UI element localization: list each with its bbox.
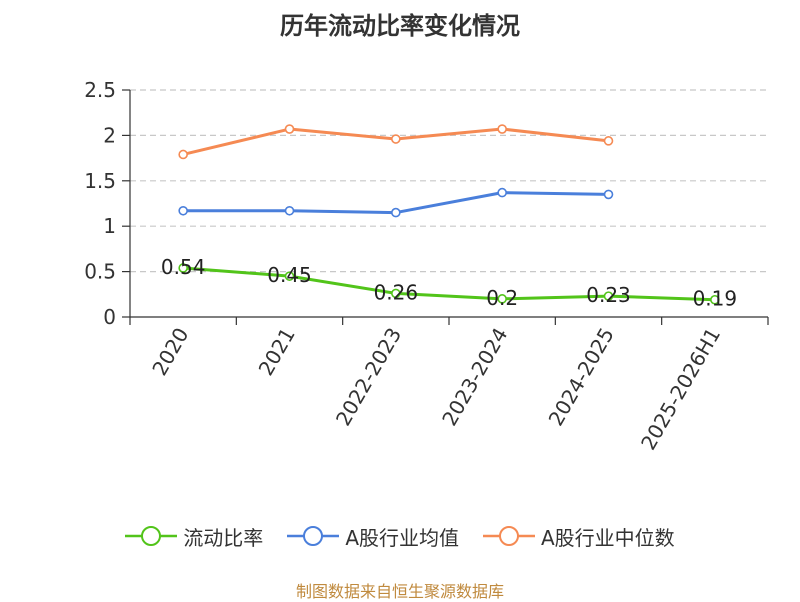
series-line [183,266,715,302]
data-point [497,187,507,198]
legend-label: A股行业均值 [345,525,459,550]
data-label: 0.2 [486,286,518,310]
data-point [603,189,614,200]
legend-marker-icon [483,526,535,546]
data-point [178,205,188,216]
data-point [178,149,188,160]
y-tick-label: 0.5 [84,260,116,284]
data-point [391,207,401,218]
data-point [391,134,401,144]
y-tick-label: 1 [103,214,116,238]
legend-item[interactable]: 流动比率 [125,522,263,551]
x-tick-label: 2021 [254,324,300,380]
data-label: 0.45 [267,263,312,287]
data-label: 0.54 [161,255,206,279]
data-point [284,205,295,216]
y-tick-label: 1.5 [84,169,116,193]
data-point [710,294,720,305]
legend-marker-icon [125,526,178,546]
y-tick-label: 0 [103,305,116,329]
data-point [497,294,507,304]
series-layer [178,124,720,305]
data-labels: 0.54 0.45 0.26 0.2 0.23 0.19 [161,255,737,311]
x-tick-label: 2020 [147,324,193,380]
x-tick-label: 2024-2025 [544,324,619,430]
legend-circle [303,526,324,546]
x-tick-label: 2022-2023 [331,324,406,430]
data-point [284,271,295,281]
data-point [603,291,614,301]
data-point [284,124,295,134]
legend-label: 流动比率 [183,525,264,550]
legend-item[interactable]: A股行业均值 [287,522,459,551]
data-point [497,124,507,134]
legend-item[interactable]: A股行业中位数 [483,522,675,551]
legend-label: A股行业中位数 [541,525,675,550]
data-point [603,136,614,146]
legend: 流动比率 A股行业均值 A股行业中位数 [0,518,800,554]
x-tick-label: 2023-2024 [437,323,512,429]
data-label: 0.23 [586,283,631,307]
grid-lines [130,89,768,273]
chart-title: 历年流动比率变化情况 [280,12,520,40]
x-tick-label: 2025-2026H1 [636,324,725,454]
legend-circle [141,526,162,546]
legend-circle [499,526,519,546]
y-tick-label: 2.5 [84,78,116,102]
data-point [391,288,401,299]
data-label: 0.19 [693,287,738,311]
data-label: 0.26 [374,280,419,304]
data-point [178,263,188,273]
source-footer: 制图数据来自恒生聚源数据库 [295,582,504,601]
legend-marker-icon [287,526,340,546]
y-tick-label: 2 [103,123,116,147]
